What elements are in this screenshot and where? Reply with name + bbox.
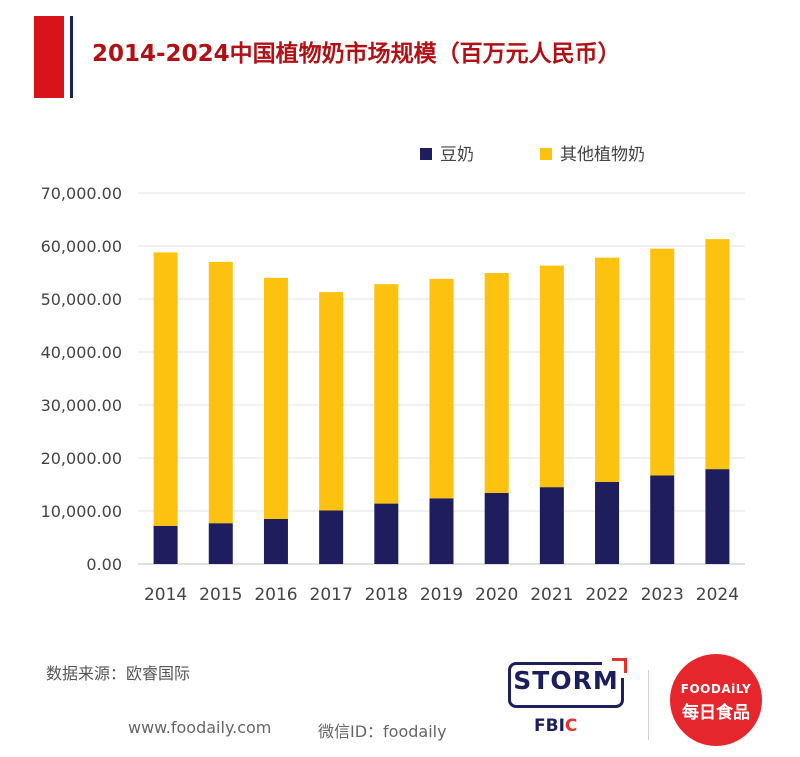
bar-soy-milk	[263, 518, 288, 564]
bar-other-plant-milk	[263, 277, 288, 519]
x-tick-label: 2016	[254, 585, 297, 605]
footer-wechat-id: 微信ID：foodaily	[318, 722, 447, 741]
bar-other-plant-milk	[374, 284, 399, 504]
bar-other-plant-milk	[208, 261, 233, 524]
title-accent-line	[70, 16, 73, 98]
bar-other-plant-milk	[650, 248, 675, 476]
fbic-suffix: C	[564, 716, 578, 736]
y-tick-label: 30,000.00	[41, 396, 122, 415]
bar-soy-milk	[153, 525, 178, 564]
bar-soy-milk	[429, 498, 454, 564]
x-tick-label: 2014	[144, 585, 187, 605]
bar-soy-milk	[539, 487, 564, 564]
legend-swatch	[420, 148, 432, 160]
x-tick-label: 2023	[641, 585, 684, 605]
storm-logo-text: STORM	[513, 666, 619, 695]
fbic-logo-text: FBIC	[534, 716, 577, 736]
legend-label: 其他植物奶	[560, 145, 645, 165]
storm-logo-frame	[508, 662, 624, 708]
data-source: 数据来源：欧睿国际	[46, 664, 191, 683]
bar-other-plant-milk	[595, 257, 620, 482]
y-tick-label: 60,000.00	[41, 237, 122, 256]
bar-other-plant-milk	[429, 278, 454, 499]
legend-label: 豆奶	[440, 145, 474, 165]
x-tick-label: 2021	[530, 585, 573, 605]
logo-divider	[648, 670, 649, 740]
storm-fbic-logo: STORM FBIC	[508, 658, 630, 746]
stacked-bar-chart: 0.00 10,000.00 20,000.00 30,000.00 40,000.00…	[41, 145, 745, 605]
x-tick-label: 2015	[199, 585, 242, 605]
x-tick-label: 2024	[696, 585, 739, 605]
legend-swatch	[540, 148, 552, 160]
y-tick-label: 10,000.00	[41, 502, 122, 521]
footer-website: www.foodaily.com	[128, 718, 272, 737]
bar-soy-milk	[374, 503, 399, 564]
y-tick-label: 40,000.00	[41, 343, 122, 362]
x-tick-label: 2020	[475, 585, 518, 605]
fbic-prefix: FBI	[534, 716, 565, 736]
chart-title: 2014-2024中国植物奶市场规模（百万元人民币）	[92, 41, 621, 67]
x-tick-label: 2017	[310, 585, 353, 605]
bar-soy-milk	[208, 523, 233, 564]
foodaily-logo-en: FOODAiLY	[680, 682, 752, 696]
bar-other-plant-milk	[705, 239, 730, 470]
foodaily-logo: FOODAiLY 每日食品	[670, 654, 762, 746]
bar-other-plant-milk	[484, 273, 509, 493]
bar-soy-milk	[319, 510, 344, 564]
y-tick-label: 50,000.00	[41, 290, 122, 309]
bar-soy-milk	[595, 481, 620, 564]
bar-soy-milk	[484, 492, 509, 564]
title-accent-bar	[34, 16, 64, 98]
y-tick-label: 70,000.00	[41, 184, 122, 203]
y-tick-label: 20,000.00	[41, 449, 122, 468]
foodaily-logo-cn: 每日食品	[682, 703, 750, 723]
bar-soy-milk	[705, 469, 730, 564]
x-tick-label: 2022	[585, 585, 628, 605]
x-tick-label: 2018	[365, 585, 408, 605]
bar-other-plant-milk	[539, 265, 564, 488]
x-tick-label: 2019	[420, 585, 463, 605]
bar-soy-milk	[650, 475, 675, 564]
bar-other-plant-milk	[153, 252, 178, 526]
bar-other-plant-milk	[319, 292, 344, 511]
storm-logo-tick	[612, 658, 627, 673]
y-tick-label: 0.00	[86, 555, 122, 574]
